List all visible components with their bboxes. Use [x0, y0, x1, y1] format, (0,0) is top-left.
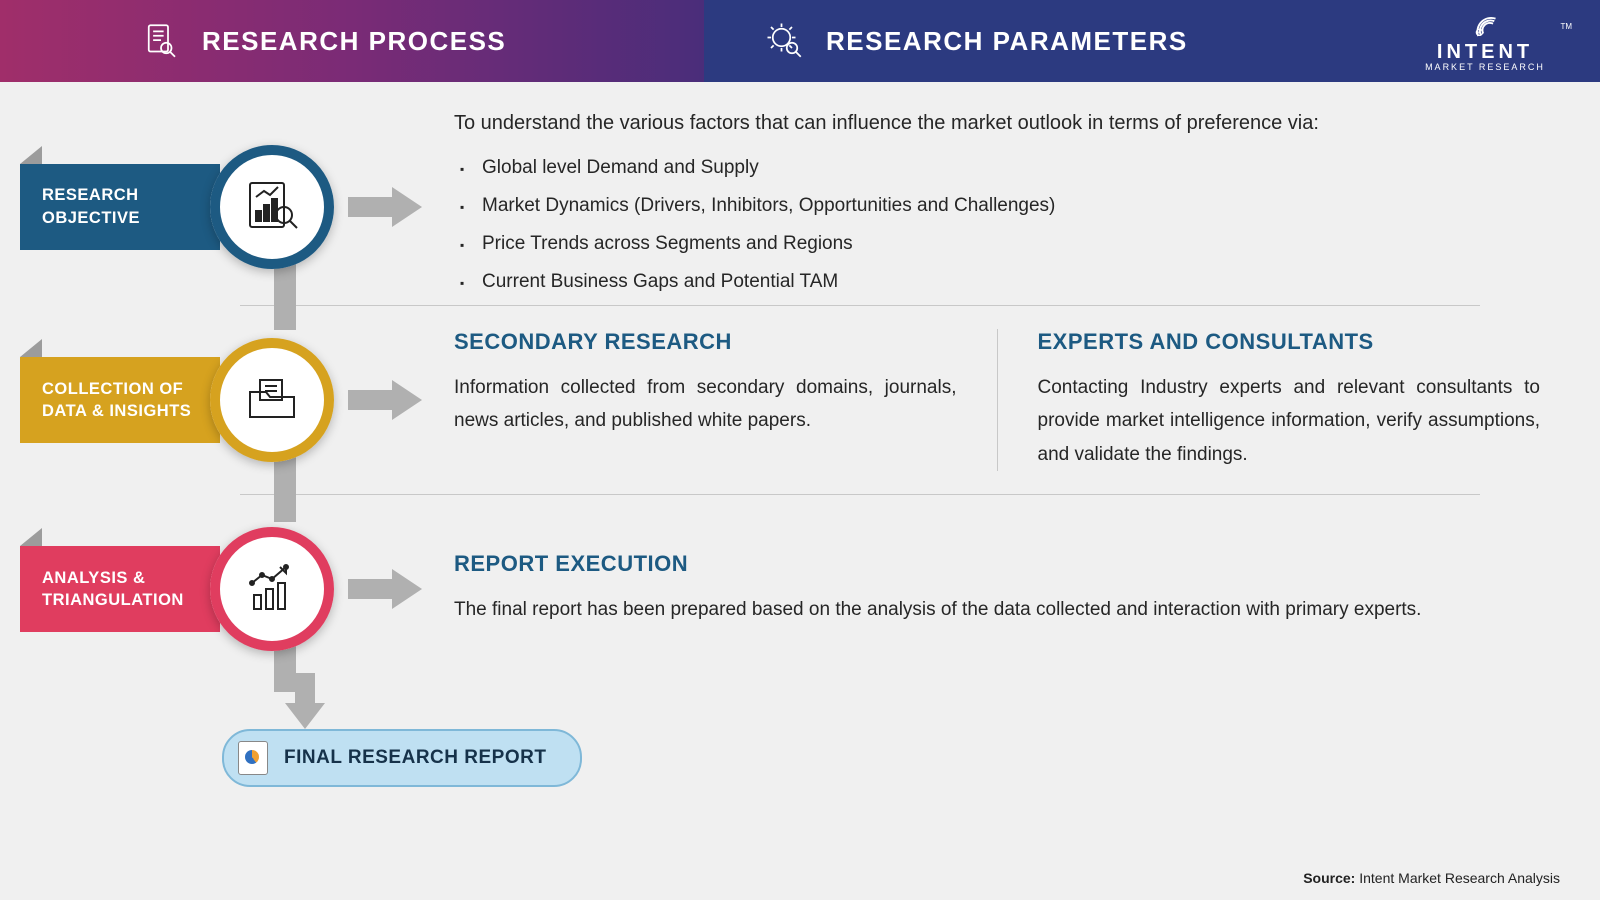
source-text: Intent Market Research Analysis — [1359, 870, 1560, 886]
header-left-title: RESEARCH PROCESS — [202, 26, 506, 57]
bullet-item: Current Business Gaps and Potential TAM — [482, 263, 1540, 301]
arrow-right-icon — [348, 187, 428, 227]
bullet-item: Price Trends across Segments and Regions — [482, 225, 1540, 263]
node-analysis — [210, 527, 334, 651]
logo-subline: MARKET RESEARCH — [1425, 62, 1545, 72]
step-objective: RESEARCH OBJECTIVE To understand the var… — [20, 112, 1540, 301]
source-attribution: Source: Intent Market Research Analysis — [1303, 870, 1560, 886]
node-objective — [210, 145, 334, 269]
brand-logo: TM INTENT MARKET RESEARCH — [1400, 10, 1570, 72]
content-area: RESEARCH OBJECTIVE To understand the var… — [0, 82, 1600, 900]
col-experts: EXPERTS AND CONSULTANTS Contacting Indus… — [997, 329, 1541, 471]
divider — [240, 494, 1480, 495]
col-text: Contacting Industry experts and relevant… — [1038, 371, 1541, 471]
step-label: ANALYSIS & TRIANGULATION — [42, 567, 184, 612]
step-label: RESEARCH OBJECTIVE — [42, 184, 140, 229]
final-report-row: FINAL RESEARCH REPORT — [222, 729, 1540, 787]
step-tab-collection: COLLECTION OF DATA & INSIGHTS — [20, 357, 220, 443]
header-bar: RESEARCH PROCESS RESEARCH PARAMETERS TM … — [0, 0, 1600, 82]
document-search-icon — [140, 20, 182, 62]
divider — [240, 305, 1480, 306]
final-report-pill: FINAL RESEARCH REPORT — [222, 729, 582, 787]
header-left: RESEARCH PROCESS — [0, 0, 704, 82]
logo-brand: INTENT — [1437, 41, 1533, 64]
col-title: SECONDARY RESEARCH — [454, 329, 957, 355]
objective-lead: To understand the various factors that c… — [454, 112, 1540, 135]
objective-bullets: Global level Demand and Supply Market Dy… — [454, 149, 1540, 301]
analysis-description: REPORT EXECUTION The final report has be… — [428, 551, 1540, 626]
objective-description: To understand the various factors that c… — [428, 112, 1540, 301]
step-label: COLLECTION OF DATA & INSIGHTS — [42, 378, 191, 423]
report-doc-icon — [238, 741, 268, 775]
bullet-item: Market Dynamics (Drivers, Inhibitors, Op… — [482, 187, 1540, 225]
col-title: EXPERTS AND CONSULTANTS — [1038, 329, 1541, 355]
step-tab-analysis: ANALYSIS & TRIANGULATION — [20, 546, 220, 632]
gear-search-icon — [764, 20, 806, 62]
arrow-right-icon — [348, 569, 428, 609]
final-label: FINAL RESEARCH REPORT — [284, 747, 546, 769]
col-text: Information collected from secondary dom… — [454, 371, 957, 438]
bullet-item: Global level Demand and Supply — [482, 149, 1540, 187]
arrow-right-icon — [348, 380, 428, 420]
chart-growth-icon — [242, 559, 302, 619]
report-magnify-icon — [242, 177, 302, 237]
source-prefix: Source: — [1303, 870, 1355, 886]
folder-doc-icon — [242, 370, 302, 430]
logo-arc-icon — [1460, 10, 1510, 41]
header-right-title: RESEARCH PARAMETERS — [826, 26, 1188, 57]
step-tab-objective: RESEARCH OBJECTIVE — [20, 164, 220, 250]
collection-columns: SECONDARY RESEARCH Information collected… — [428, 329, 1540, 471]
analysis-title: REPORT EXECUTION — [454, 551, 1540, 577]
logo-tm: TM — [1560, 22, 1572, 31]
col-secondary: SECONDARY RESEARCH Information collected… — [454, 329, 957, 471]
step-collection: COLLECTION OF DATA & INSIGHTS SECONDARY … — [20, 310, 1540, 490]
analysis-text: The final report has been prepared based… — [454, 593, 1540, 626]
step-analysis: ANALYSIS & TRIANGULATION REPORT EXECUTIO… — [20, 499, 1540, 679]
node-collection — [210, 338, 334, 462]
